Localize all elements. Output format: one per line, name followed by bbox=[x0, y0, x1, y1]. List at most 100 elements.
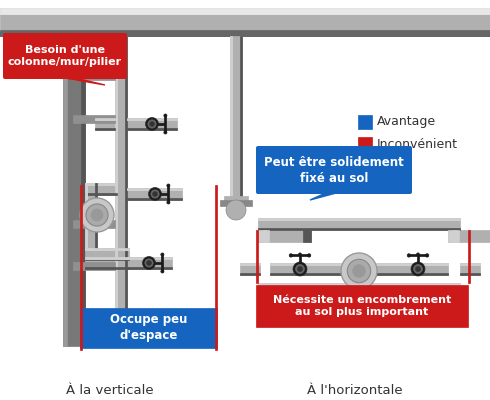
Bar bbox=[270, 273, 448, 275]
Bar bbox=[85, 248, 129, 260]
Text: Peut être solidement
fixé au sol: Peut être solidement fixé au sol bbox=[264, 156, 404, 184]
Bar bbox=[358, 115, 372, 129]
Bar bbox=[63, 36, 67, 346]
Bar bbox=[73, 115, 115, 123]
Bar bbox=[258, 283, 460, 285]
Bar bbox=[240, 263, 260, 265]
Bar bbox=[258, 230, 266, 242]
Circle shape bbox=[86, 204, 108, 226]
Bar bbox=[85, 249, 129, 250]
Bar bbox=[85, 193, 117, 195]
Circle shape bbox=[414, 264, 422, 274]
Circle shape bbox=[407, 254, 411, 257]
Bar bbox=[73, 262, 115, 270]
Bar bbox=[73, 72, 115, 80]
Circle shape bbox=[226, 200, 246, 220]
Bar bbox=[0, 11, 490, 14]
Circle shape bbox=[411, 262, 425, 276]
Bar bbox=[85, 183, 117, 185]
Bar bbox=[85, 267, 129, 269]
Bar bbox=[240, 264, 260, 266]
Circle shape bbox=[293, 262, 307, 276]
Circle shape bbox=[416, 266, 420, 272]
Circle shape bbox=[353, 265, 366, 277]
Bar bbox=[127, 128, 177, 130]
Circle shape bbox=[147, 261, 151, 265]
Bar bbox=[125, 36, 127, 336]
Bar bbox=[116, 36, 118, 336]
Bar bbox=[161, 193, 168, 195]
Bar bbox=[270, 263, 448, 275]
Bar bbox=[164, 116, 166, 132]
Bar bbox=[358, 137, 372, 151]
Bar bbox=[258, 230, 311, 242]
Bar bbox=[258, 228, 460, 230]
Circle shape bbox=[347, 259, 371, 283]
Text: Occupe peu
d'espace: Occupe peu d'espace bbox=[110, 314, 187, 342]
Circle shape bbox=[143, 256, 155, 270]
Text: À la verticale: À la verticale bbox=[66, 384, 154, 396]
Bar bbox=[127, 257, 172, 259]
Bar bbox=[215, 185, 217, 350]
Bar bbox=[115, 36, 127, 336]
Bar bbox=[85, 183, 117, 195]
Bar bbox=[85, 248, 129, 250]
Bar bbox=[0, 32, 490, 36]
Bar bbox=[258, 218, 460, 230]
Bar bbox=[115, 36, 117, 336]
Bar bbox=[299, 255, 301, 263]
Bar bbox=[85, 183, 87, 248]
Bar bbox=[417, 255, 419, 263]
Circle shape bbox=[149, 122, 154, 126]
Bar bbox=[258, 283, 460, 295]
Text: Avantage: Avantage bbox=[377, 116, 436, 128]
Text: Inconvénient: Inconvénient bbox=[377, 138, 458, 150]
Bar bbox=[240, 273, 260, 275]
Bar bbox=[58, 36, 90, 48]
Text: À l'horizontale: À l'horizontale bbox=[307, 384, 403, 396]
Circle shape bbox=[161, 270, 164, 273]
Circle shape bbox=[295, 264, 304, 274]
Bar bbox=[127, 258, 172, 259]
Bar bbox=[0, 8, 490, 36]
Bar bbox=[127, 119, 177, 120]
Circle shape bbox=[153, 192, 157, 196]
Bar bbox=[453, 230, 459, 242]
Bar bbox=[240, 36, 242, 201]
Bar bbox=[85, 184, 117, 185]
Polygon shape bbox=[59, 77, 105, 85]
Circle shape bbox=[341, 253, 377, 289]
Bar bbox=[85, 257, 129, 269]
Text: Nécessite un encombrement
au sol plus important: Nécessite un encombrement au sol plus im… bbox=[273, 295, 451, 317]
Circle shape bbox=[297, 266, 302, 272]
Bar bbox=[270, 263, 448, 265]
Bar bbox=[81, 36, 85, 346]
Bar bbox=[460, 263, 480, 275]
Circle shape bbox=[164, 131, 167, 134]
Bar bbox=[224, 196, 248, 204]
Circle shape bbox=[425, 254, 429, 257]
Bar bbox=[230, 36, 242, 201]
Circle shape bbox=[307, 254, 311, 257]
Bar bbox=[85, 258, 129, 260]
Circle shape bbox=[289, 254, 293, 257]
Circle shape bbox=[167, 184, 170, 187]
Circle shape bbox=[80, 198, 114, 232]
FancyBboxPatch shape bbox=[3, 33, 127, 79]
Bar bbox=[95, 183, 97, 248]
Bar bbox=[80, 308, 217, 348]
Circle shape bbox=[151, 190, 159, 198]
Bar bbox=[85, 258, 129, 259]
Bar bbox=[256, 230, 258, 283]
Bar bbox=[95, 118, 115, 130]
Bar bbox=[240, 263, 260, 275]
Polygon shape bbox=[310, 192, 340, 200]
Circle shape bbox=[164, 114, 167, 117]
Circle shape bbox=[298, 253, 301, 256]
Bar bbox=[409, 254, 427, 256]
Bar bbox=[168, 186, 170, 202]
Circle shape bbox=[161, 253, 164, 256]
Bar bbox=[127, 188, 182, 200]
Bar bbox=[161, 254, 163, 272]
Bar bbox=[258, 293, 460, 295]
